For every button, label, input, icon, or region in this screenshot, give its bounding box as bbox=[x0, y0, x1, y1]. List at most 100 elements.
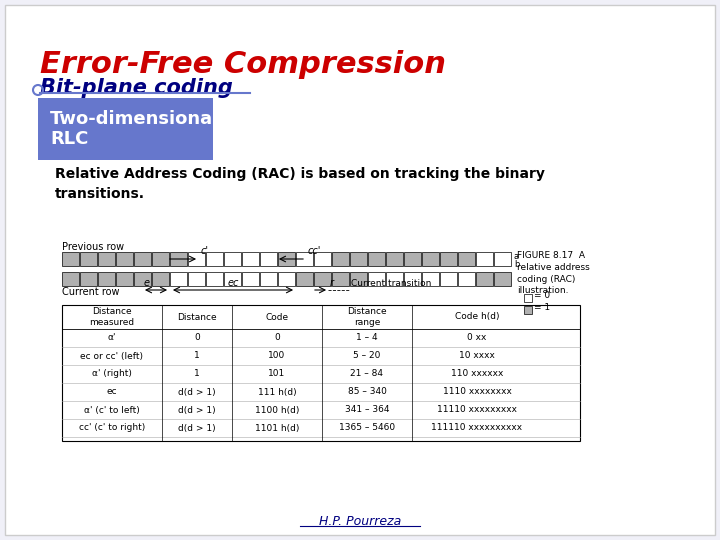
Bar bbox=[224, 272, 241, 286]
Text: 21 – 84: 21 – 84 bbox=[351, 369, 384, 379]
Text: 1100 h(d): 1100 h(d) bbox=[255, 406, 300, 415]
Text: 1: 1 bbox=[194, 369, 200, 379]
Bar bbox=[242, 272, 259, 286]
Text: Code: Code bbox=[266, 313, 289, 321]
Text: Previous row: Previous row bbox=[62, 242, 124, 252]
Bar bbox=[458, 252, 475, 266]
Text: Distance
range: Distance range bbox=[347, 307, 387, 327]
Text: 111 h(d): 111 h(d) bbox=[258, 388, 297, 396]
Bar bbox=[116, 272, 133, 286]
Text: 1365 – 5460: 1365 – 5460 bbox=[339, 423, 395, 433]
Text: 11110 xxxxxxxxx: 11110 xxxxxxxxx bbox=[437, 406, 517, 415]
Text: b: b bbox=[514, 260, 519, 269]
Text: 1101 h(d): 1101 h(d) bbox=[255, 423, 300, 433]
Text: 111110 xxxxxxxxxx: 111110 xxxxxxxxxx bbox=[431, 423, 523, 433]
Bar bbox=[386, 252, 403, 266]
Bar bbox=[314, 252, 331, 266]
Text: = 1: = 1 bbox=[534, 303, 550, 313]
Text: Distance: Distance bbox=[177, 313, 217, 321]
Bar bbox=[278, 252, 295, 266]
Bar bbox=[296, 272, 313, 286]
Text: 341 – 364: 341 – 364 bbox=[345, 406, 390, 415]
Bar bbox=[80, 272, 97, 286]
Bar bbox=[206, 252, 223, 266]
Bar bbox=[62, 252, 79, 266]
Bar bbox=[224, 252, 241, 266]
Text: Distance
measured: Distance measured bbox=[89, 307, 135, 327]
Text: 85 – 340: 85 – 340 bbox=[348, 388, 387, 396]
Bar bbox=[38, 98, 213, 160]
Text: a: a bbox=[514, 252, 519, 261]
Text: r: r bbox=[330, 278, 334, 288]
Bar bbox=[62, 272, 79, 286]
Bar bbox=[422, 252, 439, 266]
Text: d(d > 1): d(d > 1) bbox=[178, 423, 216, 433]
Text: RLC: RLC bbox=[50, 130, 89, 148]
Text: 1110 xxxxxxxx: 1110 xxxxxxxx bbox=[443, 388, 511, 396]
Text: ec or cc' (left): ec or cc' (left) bbox=[81, 352, 143, 361]
Text: 100: 100 bbox=[269, 352, 286, 361]
Bar bbox=[152, 272, 169, 286]
Bar bbox=[188, 252, 205, 266]
Text: H.P. Pourreza: H.P. Pourreza bbox=[319, 515, 401, 528]
Text: 5 – 20: 5 – 20 bbox=[354, 352, 381, 361]
Text: α': α' bbox=[108, 334, 116, 342]
Text: 0 xx: 0 xx bbox=[467, 334, 487, 342]
Text: ec: ec bbox=[107, 388, 117, 396]
Text: 1: 1 bbox=[194, 352, 200, 361]
Text: 0: 0 bbox=[274, 334, 280, 342]
Bar bbox=[98, 252, 115, 266]
Bar bbox=[296, 252, 313, 266]
Text: α' (right): α' (right) bbox=[92, 369, 132, 379]
Bar bbox=[524, 294, 532, 302]
Bar bbox=[170, 272, 187, 286]
Text: Bit-plane coding: Bit-plane coding bbox=[40, 78, 233, 98]
Text: FIGURE 8.17  A
relative address
coding (RAC)
illustration.: FIGURE 8.17 A relative address coding (R… bbox=[517, 251, 590, 295]
Bar bbox=[350, 252, 367, 266]
Text: e: e bbox=[144, 278, 150, 288]
Text: ec: ec bbox=[228, 278, 239, 288]
Text: 0: 0 bbox=[194, 334, 200, 342]
Text: d(d > 1): d(d > 1) bbox=[178, 406, 216, 415]
Text: = 0: = 0 bbox=[534, 292, 550, 300]
Bar bbox=[404, 252, 421, 266]
Bar bbox=[98, 272, 115, 286]
Bar bbox=[134, 252, 151, 266]
Bar bbox=[368, 272, 385, 286]
Bar bbox=[314, 272, 331, 286]
Bar bbox=[188, 272, 205, 286]
Text: Current row: Current row bbox=[62, 287, 120, 297]
Text: 10 xxxx: 10 xxxx bbox=[459, 352, 495, 361]
Bar bbox=[242, 252, 259, 266]
Text: Two-dimensional: Two-dimensional bbox=[50, 110, 220, 128]
Text: 101: 101 bbox=[269, 369, 286, 379]
Text: cc': cc' bbox=[308, 246, 321, 256]
Bar bbox=[260, 272, 277, 286]
Text: cc' (c' to right): cc' (c' to right) bbox=[79, 423, 145, 433]
Bar bbox=[332, 272, 349, 286]
Bar bbox=[476, 252, 493, 266]
Bar bbox=[422, 272, 439, 286]
Text: α' (c' to left): α' (c' to left) bbox=[84, 406, 140, 415]
Bar bbox=[386, 272, 403, 286]
Bar bbox=[278, 272, 295, 286]
Bar bbox=[134, 272, 151, 286]
Bar bbox=[476, 272, 493, 286]
Text: c': c' bbox=[201, 246, 209, 256]
Bar bbox=[440, 272, 457, 286]
Text: Error-Free Compression: Error-Free Compression bbox=[40, 50, 446, 79]
Bar bbox=[206, 272, 223, 286]
Text: Relative Address Coding (RAC) is based on tracking the binary
transitions.: Relative Address Coding (RAC) is based o… bbox=[55, 167, 545, 200]
Text: d(d > 1): d(d > 1) bbox=[178, 388, 216, 396]
Bar bbox=[62, 305, 580, 441]
Bar bbox=[152, 252, 169, 266]
Bar bbox=[524, 306, 532, 314]
Bar bbox=[260, 252, 277, 266]
Text: Current transition: Current transition bbox=[351, 279, 431, 288]
Text: 1 – 4: 1 – 4 bbox=[356, 334, 378, 342]
Bar bbox=[332, 252, 349, 266]
Bar bbox=[458, 272, 475, 286]
Text: Code h(d): Code h(d) bbox=[455, 313, 499, 321]
Bar bbox=[494, 252, 511, 266]
Bar bbox=[116, 252, 133, 266]
